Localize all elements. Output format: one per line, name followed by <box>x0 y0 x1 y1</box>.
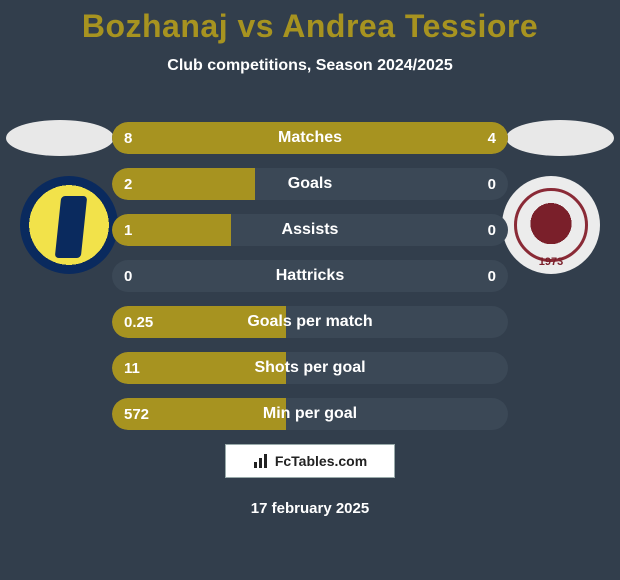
stat-row: 10Assists <box>112 214 508 246</box>
stat-row: 20Goals <box>112 168 508 200</box>
bars-icon <box>253 453 271 469</box>
club-badge-left <box>20 176 118 274</box>
stat-label: Hattricks <box>112 260 508 292</box>
stats-bars: 84Matches 20Goals 10Assists 00Hattricks 0.25… <box>112 122 508 444</box>
stat-label: Assists <box>112 214 508 246</box>
stat-label: Goals <box>112 168 508 200</box>
stat-row: 11Shots per goal <box>112 352 508 384</box>
stat-label: Min per goal <box>112 398 508 430</box>
stat-row: 0.25Goals per match <box>112 306 508 338</box>
stat-row: 572Min per goal <box>112 398 508 430</box>
stat-row: 84Matches <box>112 122 508 154</box>
subtitle: Club competitions, Season 2024/2025 <box>0 57 620 75</box>
stat-label: Matches <box>112 122 508 154</box>
club-badge-right-year: 1973 <box>502 256 600 268</box>
player-left-avatar <box>6 120 114 156</box>
club-badge-right-inner <box>514 188 588 262</box>
site-logo-text: FcTables.com <box>275 453 367 469</box>
club-badge-right: 1973 <box>502 176 600 274</box>
site-logo: FcTables.com <box>225 444 395 478</box>
stat-label: Goals per match <box>112 306 508 338</box>
stat-row: 00Hattricks <box>112 260 508 292</box>
date: 17 february 2025 <box>0 500 620 517</box>
stat-label: Shots per goal <box>112 352 508 384</box>
page-title: Bozhanaj vs Andrea Tessiore <box>0 0 620 45</box>
player-right-avatar <box>506 120 614 156</box>
